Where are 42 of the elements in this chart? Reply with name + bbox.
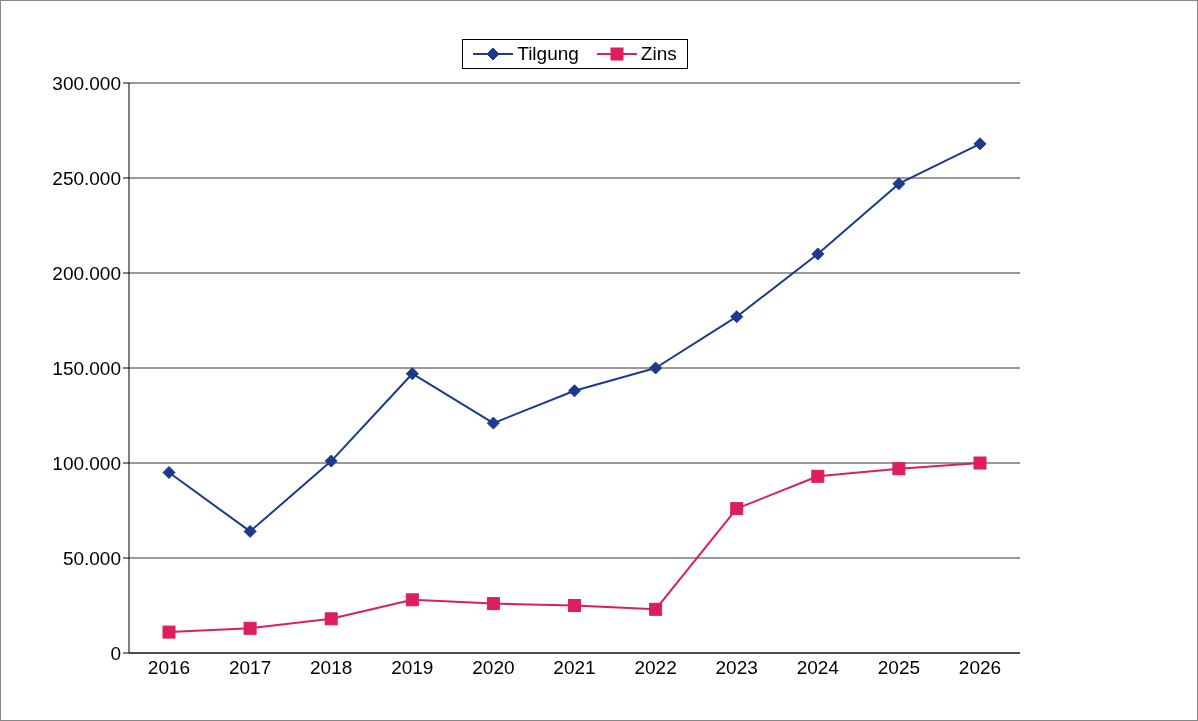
point <box>162 625 176 639</box>
y-tick-label: 0 <box>110 642 121 664</box>
point <box>649 602 663 616</box>
y-tick-label: 300.000 <box>52 72 121 94</box>
point <box>730 310 744 324</box>
point <box>405 593 419 607</box>
point <box>649 361 663 375</box>
x-tick-label: 2019 <box>391 657 434 679</box>
x-tick-label: 2026 <box>958 657 1002 679</box>
x-tick-label: 2020 <box>472 657 515 679</box>
point <box>243 524 257 538</box>
y-tick-label: 100.000 <box>52 452 121 474</box>
point <box>405 367 419 381</box>
point <box>811 469 825 483</box>
point <box>486 597 500 611</box>
point <box>568 599 581 612</box>
x-tick-label: 2023 <box>715 657 758 679</box>
x-tick-label: 2021 <box>553 657 596 679</box>
point <box>324 454 338 468</box>
point <box>324 612 338 626</box>
point <box>973 456 987 470</box>
legend-label: Tilgung <box>517 43 579 65</box>
point <box>892 177 906 191</box>
x-tick-label: 2018 <box>310 657 353 679</box>
point <box>243 621 257 635</box>
x-tick-label: 2025 <box>877 657 921 679</box>
point <box>162 466 176 479</box>
y-tick-label: 200.000 <box>52 262 121 284</box>
point <box>568 384 581 398</box>
y-tick-label: 250.000 <box>52 167 121 189</box>
point <box>892 462 906 476</box>
point <box>486 416 500 430</box>
y-tick-label: 150.000 <box>52 357 121 379</box>
legend-label: Zins <box>640 43 677 65</box>
y-tick-label: 50.000 <box>62 547 121 569</box>
x-tick-label: 2022 <box>634 657 677 679</box>
x-tick-label: 2016 <box>147 657 191 679</box>
point <box>973 137 987 151</box>
point <box>811 247 825 261</box>
point <box>730 502 744 516</box>
x-tick-label: 2024 <box>796 657 840 679</box>
x-tick-label: 2017 <box>228 657 272 679</box>
